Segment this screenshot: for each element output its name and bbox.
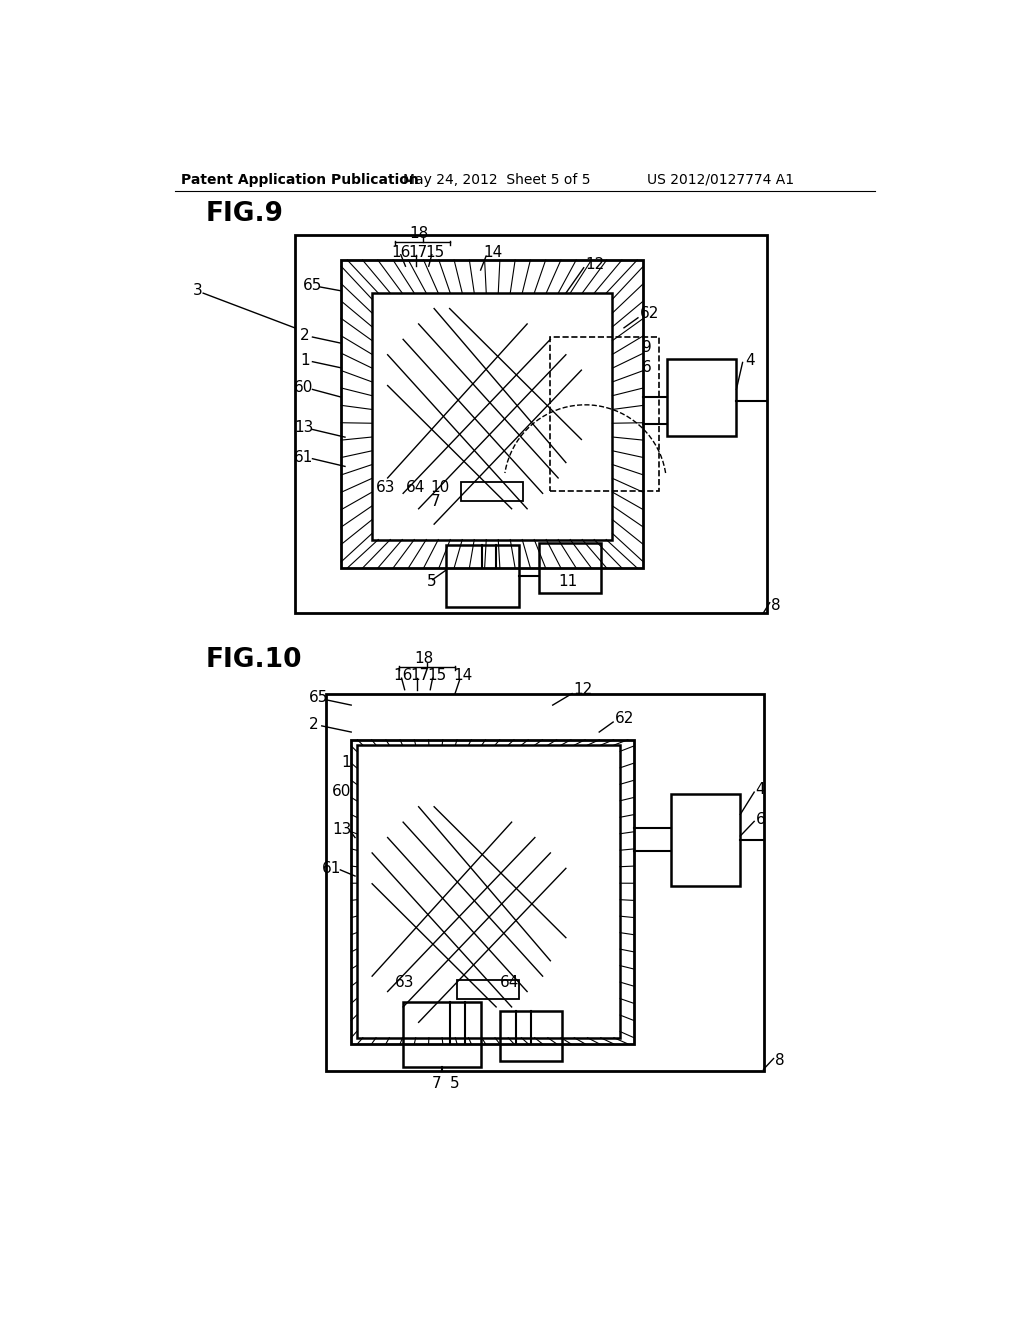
Text: 61: 61 [294,450,313,465]
Bar [403,1002,480,1067]
Text: 64: 64 [500,974,519,990]
Text: 65: 65 [308,690,328,705]
Bar [326,693,764,1071]
Bar [461,482,523,502]
Text: US 2012/0127774 A1: US 2012/0127774 A1 [647,173,795,187]
Text: 18: 18 [415,651,434,667]
Text: FIG.9: FIG.9 [206,201,284,227]
Text: 60: 60 [332,784,351,799]
Text: 7: 7 [432,1076,441,1092]
Text: 17: 17 [409,244,428,260]
Text: 12: 12 [573,682,593,697]
Text: 64: 64 [406,479,425,495]
Text: 4: 4 [745,352,756,368]
Text: 6: 6 [642,360,651,375]
Text: 2: 2 [308,717,318,731]
Text: 7: 7 [430,494,440,508]
Text: 1: 1 [300,352,309,368]
Text: 61: 61 [322,861,341,876]
Text: 10: 10 [430,479,450,495]
Bar [671,793,740,886]
Text: 16: 16 [391,244,411,260]
Bar [550,337,658,491]
Bar [445,545,519,607]
Text: 13: 13 [332,822,351,837]
Text: 5: 5 [450,1076,459,1092]
Bar [458,979,519,999]
Text: 63: 63 [395,974,415,990]
Text: 63: 63 [376,479,395,495]
Text: 3: 3 [193,284,202,298]
Text: 17: 17 [410,668,429,684]
Text: 9: 9 [642,339,651,355]
Bar [295,235,767,612]
Bar [372,293,612,540]
Text: May 24, 2012  Sheet 5 of 5: May 24, 2012 Sheet 5 of 5 [403,173,591,187]
Text: 14: 14 [454,668,473,684]
Text: 8: 8 [775,1053,784,1068]
Bar [356,744,621,1038]
Text: 2: 2 [300,327,309,343]
Text: 5: 5 [426,574,436,590]
Text: 18: 18 [409,226,428,242]
Text: FIG.10: FIG.10 [206,647,302,673]
Text: 65: 65 [302,279,322,293]
Text: 1: 1 [341,755,351,771]
Text: 15: 15 [427,668,446,684]
Bar [539,544,601,594]
Text: 12: 12 [586,257,604,272]
Text: 13: 13 [294,420,313,436]
Text: 14: 14 [483,244,502,260]
Bar [500,1011,562,1061]
Bar [341,260,643,568]
Text: Patent Application Publication: Patent Application Publication [180,173,419,187]
Text: 15: 15 [426,244,444,260]
Text: 60: 60 [294,380,313,396]
Bar [351,739,634,1044]
Text: 11: 11 [558,574,578,590]
Text: 16: 16 [393,668,413,684]
Text: 8: 8 [771,598,781,612]
Text: 4: 4 [756,783,765,797]
Text: 62: 62 [640,306,658,322]
Bar [667,359,736,436]
Text: 62: 62 [614,710,634,726]
Text: 6: 6 [756,812,766,826]
